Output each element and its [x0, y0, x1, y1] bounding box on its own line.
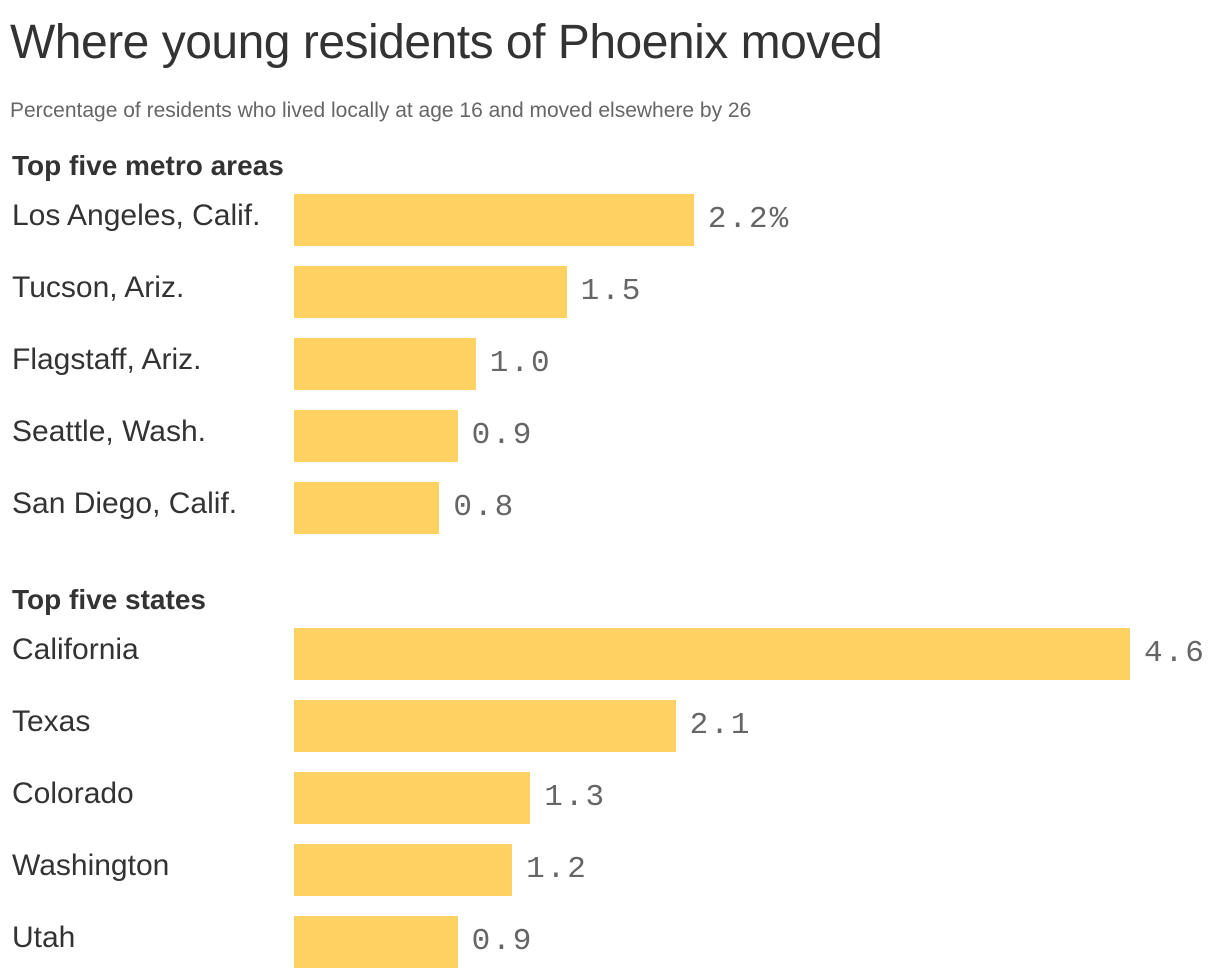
value-label: 1.0 — [489, 346, 552, 381]
value-label: 0.9 — [471, 924, 534, 959]
category-label: California — [12, 633, 139, 666]
section-heading: Top five states — [12, 584, 206, 615]
value-label: 0.9 — [471, 418, 534, 453]
bar — [294, 772, 531, 824]
category-label: Texas — [12, 705, 91, 738]
bar — [294, 194, 694, 246]
value-label: 1.3 — [544, 780, 607, 815]
section-heading: Top five metro areas — [12, 150, 284, 181]
chart-subtitle: Percentage of residents who lived locall… — [10, 99, 752, 122]
category-label: Utah — [12, 921, 76, 954]
category-label: Los Angeles, Calif. — [12, 199, 261, 232]
category-label: Washington — [12, 849, 170, 882]
chart-title: Where young residents of Phoenix moved — [10, 16, 883, 69]
value-label: 0.8 — [453, 490, 516, 525]
value-label: 2.1 — [689, 708, 752, 743]
category-label: Seattle, Wash. — [12, 415, 206, 448]
bar — [294, 266, 567, 318]
bar — [294, 482, 440, 534]
bar — [294, 844, 513, 896]
value-label: 4.6 — [1144, 636, 1206, 671]
bar — [294, 338, 476, 390]
category-label: Colorado — [12, 777, 134, 810]
category-label: Tucson, Ariz. — [12, 271, 185, 304]
bar — [294, 628, 1130, 680]
bar — [294, 700, 676, 752]
bar — [294, 410, 458, 462]
value-label: 2.2% — [707, 202, 791, 237]
bar — [294, 916, 458, 968]
category-label: Flagstaff, Ariz. — [12, 343, 202, 376]
category-label: San Diego, Calif. — [12, 487, 238, 520]
value-label: 1.2 — [526, 852, 588, 887]
value-label: 1.5 — [580, 274, 643, 309]
